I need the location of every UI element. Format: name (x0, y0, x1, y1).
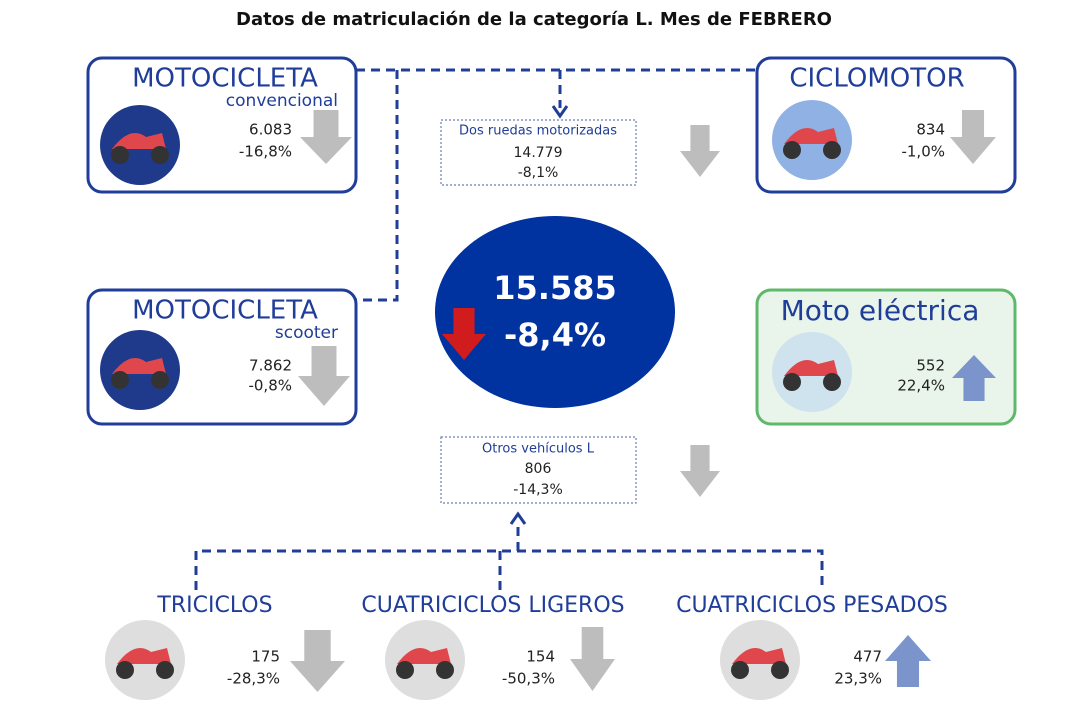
trend-arrow (442, 308, 486, 360)
panel-title: CUATRICICLOS PESADOS (676, 593, 948, 618)
panel-value: 834 (916, 121, 945, 139)
vehicle-wheel (823, 141, 841, 159)
panel-value: 7.862 (249, 357, 292, 375)
trend-arrow (290, 630, 345, 692)
vehicle-wheel (156, 661, 174, 679)
trend-arrow (680, 445, 720, 497)
panel-change: -14,3% (513, 482, 563, 498)
panel-title: MOTOCICLETA (132, 296, 318, 326)
vehicle-wheel (783, 373, 801, 391)
trend-arrow (885, 635, 931, 687)
vehicle-wheel (823, 373, 841, 391)
panel-title: Dos ruedas motorizadas (459, 124, 617, 139)
panel-value: 175 (251, 648, 280, 666)
vehicle-wheel (111, 371, 129, 389)
connector-arrowhead (509, 105, 569, 525)
vehicle-wheel (396, 661, 414, 679)
vehicle-wheel (771, 661, 789, 679)
vehicle-icon (112, 358, 166, 374)
trend-arrow (680, 125, 720, 177)
panel-change: -28,3% (227, 670, 280, 688)
title: Datos de matriculación de la categoría L… (236, 9, 832, 30)
panel-value: 477 (853, 648, 882, 666)
panel-change: -16,8% (239, 143, 292, 161)
panel-change: -0,8% (248, 377, 292, 395)
panel-title: CICLOMOTOR (789, 64, 964, 94)
panel-value: 154 (526, 648, 555, 666)
vehicle-icon (784, 128, 838, 144)
panel-title: MOTOCICLETA (132, 64, 318, 94)
trend-arrow (952, 355, 996, 401)
panel-title: TRICICLOS (156, 593, 272, 618)
vehicle-icon (397, 648, 451, 664)
total-change: -8,4% (504, 316, 606, 354)
vehicle-wheel (111, 146, 129, 164)
vehicle-wheel (151, 371, 169, 389)
vehicle-wheel (116, 661, 134, 679)
panel-value: 806 (525, 461, 552, 477)
panel-title: CUATRICICLOS LIGEROS (361, 593, 624, 618)
panel-title: Otros vehículos L (482, 442, 595, 457)
connectors (194, 68, 824, 590)
trend-arrow (570, 627, 615, 691)
panel-change: 23,3% (834, 670, 882, 688)
total-circle (435, 216, 675, 408)
vehicle-icon (732, 648, 786, 664)
vehicle-wheel (783, 141, 801, 159)
panel-value: 6.083 (249, 121, 292, 139)
panel-change: -8,1% (518, 165, 559, 181)
connector (356, 70, 399, 302)
vehicle-icon (784, 360, 838, 376)
panel-box (440, 436, 637, 504)
connector (194, 522, 824, 590)
panel-title: Moto eléctrica (781, 294, 980, 327)
panel-subtitle: scooter (275, 323, 338, 343)
trend-arrow (300, 110, 352, 164)
trend-arrow (298, 346, 350, 406)
panel-change: -1,0% (901, 143, 945, 161)
vehicle-wheel (151, 146, 169, 164)
total-value: 15.585 (493, 269, 616, 307)
panel-value: 552 (916, 357, 945, 375)
vehicle-icon (117, 648, 171, 664)
panel-change: 22,4% (897, 377, 945, 395)
vehicle-icon (112, 133, 166, 149)
trend-arrow (950, 110, 996, 164)
panel-change: -50,3% (502, 670, 555, 688)
panel-value: 14.779 (514, 145, 563, 161)
panel-subtitle: convencional (226, 91, 338, 111)
panel-box (440, 119, 637, 186)
vehicle-wheel (436, 661, 454, 679)
vehicle-wheel (731, 661, 749, 679)
